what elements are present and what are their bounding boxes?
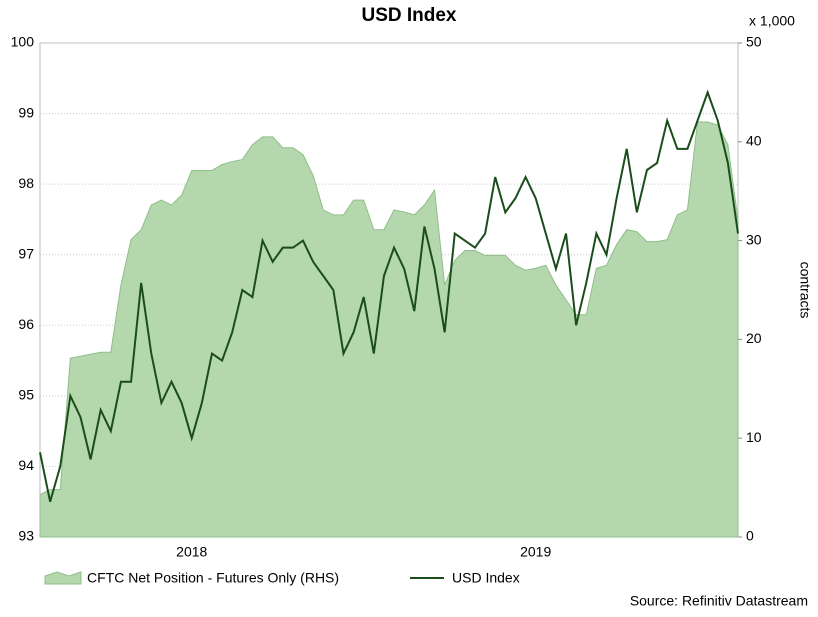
y2-tick-label: 10	[746, 429, 762, 445]
y2-tick-label: 40	[746, 133, 762, 149]
y-tick-label: 93	[18, 528, 34, 544]
y-tick-label: 95	[18, 387, 34, 403]
y-tick-label: 100	[11, 34, 35, 50]
y2-tick-label: 0	[746, 528, 754, 544]
area	[39, 121, 739, 538]
line	[39, 89, 739, 502]
legend-swatch	[44, 571, 82, 585]
y2-unit: x 1,000	[749, 13, 795, 29]
x-tick-label: 2019	[520, 544, 551, 560]
y2-tick-label: 30	[746, 231, 762, 247]
legend-label: CFTC Net Position - Futures Only (RHS)	[87, 570, 339, 586]
y-tick-label: 98	[18, 175, 34, 191]
y-tick-label: 94	[18, 457, 34, 473]
y-tick-label: 97	[18, 245, 34, 261]
y2-label: contracts	[797, 262, 813, 319]
y-tick-label: 96	[18, 316, 34, 332]
source: Source: Refinitiv Datastream	[630, 593, 808, 609]
chart-title: USD Index	[361, 5, 456, 26]
y-tick-label: 99	[18, 104, 34, 120]
x-tick-label: 2018	[176, 544, 207, 560]
legend-label: USD Index	[452, 570, 520, 586]
y2-tick-label: 50	[746, 34, 762, 50]
y2-tick-label: 20	[746, 330, 762, 346]
